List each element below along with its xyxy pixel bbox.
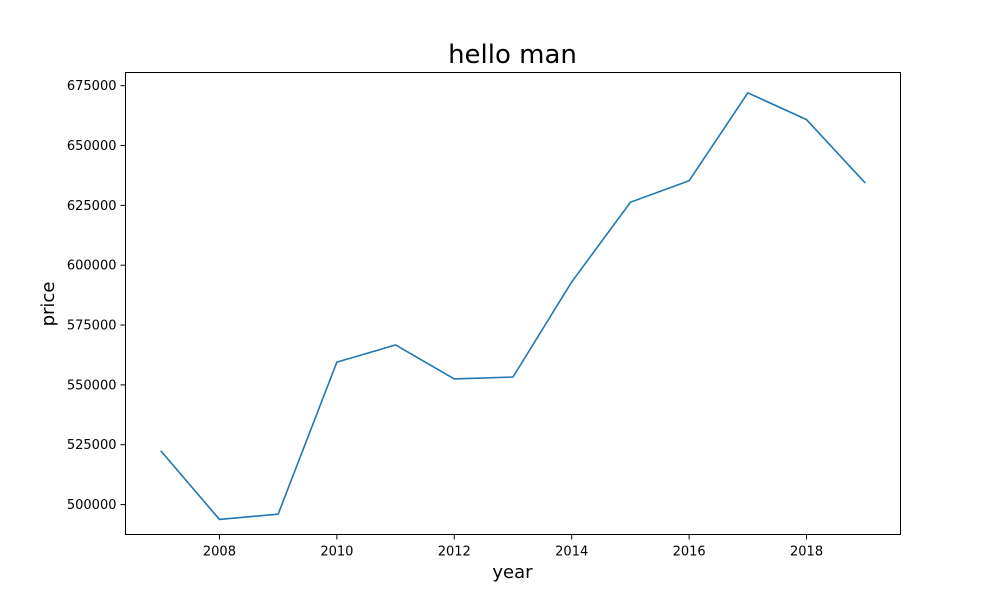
y-tick-label: 600000	[67, 259, 117, 274]
y-tick-label: 575000	[67, 319, 117, 334]
y-tick-label: 500000	[67, 498, 117, 513]
chart-title: hello man	[448, 40, 577, 70]
y-axis-ticks: 500000 525000 550000 575000 600000 625000 6500…	[67, 79, 126, 513]
x-tick-label: 2008	[203, 545, 236, 560]
x-tick-label: 2012	[438, 545, 471, 560]
x-tick-label: 2010	[320, 545, 353, 560]
y-tick-label: 650000	[67, 139, 117, 154]
plot-area-frame	[125, 72, 901, 535]
x-axis-ticks: 2008 2010 2012 2014 2016 2018	[203, 534, 823, 560]
y-tick-label: 525000	[67, 438, 117, 453]
x-tick-label: 2014	[555, 545, 588, 560]
y-axis-label: price	[38, 282, 59, 327]
y-tick-label: 625000	[67, 199, 117, 214]
y-tick-label: 550000	[67, 378, 117, 393]
price-series-line	[160, 92, 866, 521]
x-axis-label: year	[492, 562, 533, 583]
x-tick-label: 2016	[673, 545, 706, 560]
y-tick-label: 675000	[67, 79, 117, 94]
x-tick-label: 2018	[790, 545, 823, 560]
